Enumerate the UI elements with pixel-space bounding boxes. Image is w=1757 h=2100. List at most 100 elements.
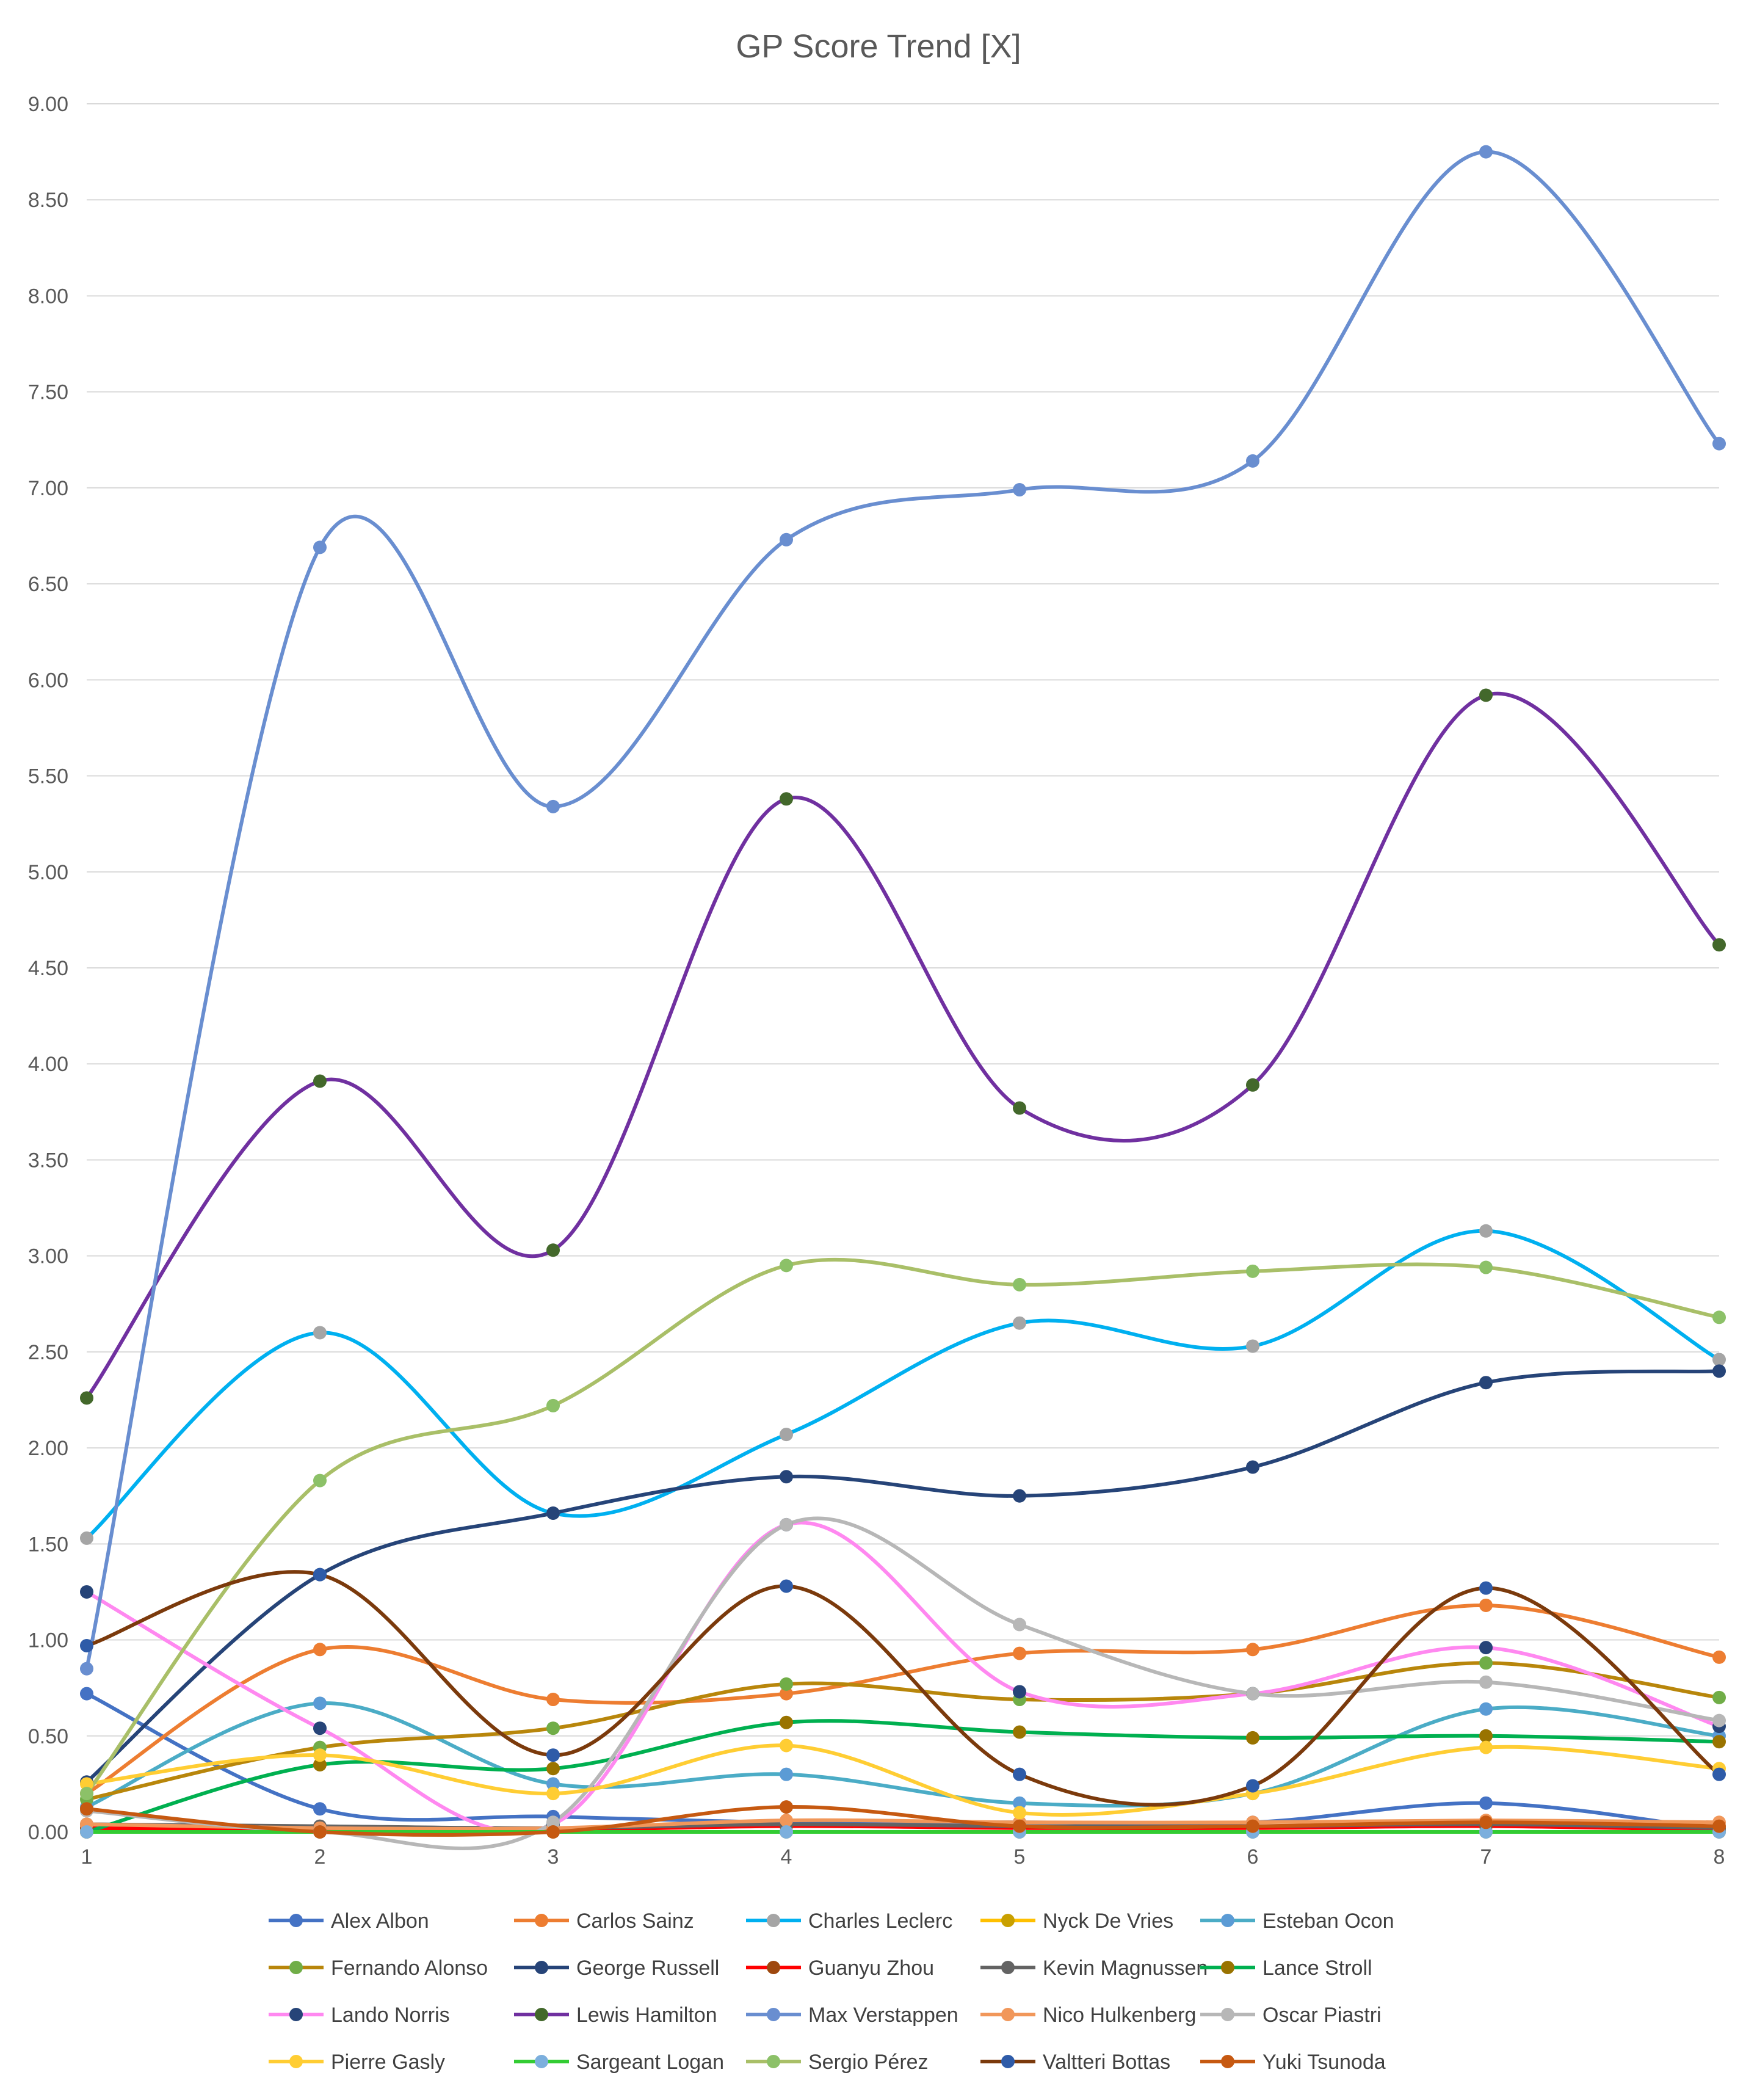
data-point-valtteri-bottas xyxy=(1479,1581,1493,1595)
data-point-charles-leclerc xyxy=(1712,1353,1726,1367)
legend-marker xyxy=(1001,2055,1015,2068)
data-point-oscar-piastri xyxy=(1013,1618,1026,1632)
data-point-lewis-hamilton xyxy=(1479,688,1493,702)
legend-marker xyxy=(289,1914,303,1927)
data-point-lewis-hamilton xyxy=(1712,938,1726,952)
data-point-charles-leclerc xyxy=(1479,1224,1493,1238)
data-point-valtteri-bottas xyxy=(546,1748,560,1762)
data-point-sergio-perez xyxy=(1013,1277,1026,1292)
data-point-max-verstappen xyxy=(1013,483,1026,497)
legend-item-nyck-de-vries[interactable]: Nyck De Vries xyxy=(980,1909,1173,1933)
legend-item-alex-albon[interactable]: Alex Albon xyxy=(269,1909,429,1933)
gridlines xyxy=(87,103,1719,1833)
data-point-pierre-gasly xyxy=(1479,1740,1493,1754)
legend-item-max-verstappen[interactable]: Max Verstappen xyxy=(746,2004,958,2027)
data-point-charles-leclerc xyxy=(1013,1316,1026,1330)
data-point-pierre-gasly xyxy=(546,1787,560,1801)
legend-item-charles-leclerc[interactable]: Charles Leclerc xyxy=(746,1909,952,1933)
data-point-sergio-perez xyxy=(1479,1260,1493,1274)
y-tick-label: 2.00 xyxy=(28,1437,68,1460)
legend-item-sargeant-logan[interactable]: Sargeant Logan xyxy=(514,2051,724,2074)
data-point-lance-stroll xyxy=(1479,1729,1493,1743)
data-point-max-verstappen xyxy=(1712,437,1726,451)
x-tick-label: 1 xyxy=(81,1845,93,1869)
data-point-lewis-hamilton xyxy=(780,792,793,806)
legend-item-guanyu-zhou[interactable]: Guanyu Zhou xyxy=(746,1956,934,1980)
legend-label: Valtteri Bottas xyxy=(1043,2051,1170,2074)
legend-item-fernando-alonso[interactable]: Fernando Alonso xyxy=(269,1956,488,1980)
legend-label: Carlos Sainz xyxy=(576,1909,694,1933)
data-point-carlos-sainz xyxy=(780,1687,793,1701)
legend-item-oscar-piastri[interactable]: Oscar Piastri xyxy=(1200,2004,1382,2027)
legend-label: Charles Leclerc xyxy=(808,1909,952,1933)
legend-label: Pierre Gasly xyxy=(331,2051,445,2074)
series-line-lewis-hamilton xyxy=(85,691,1721,1400)
data-point-valtteri-bottas xyxy=(313,1568,327,1582)
data-point-fernando-alonso xyxy=(780,1677,793,1691)
legend-marker xyxy=(1001,2008,1015,2021)
legend-item-pierre-gasly[interactable]: Pierre Gasly xyxy=(269,2051,445,2074)
data-point-yuki-tsunoda xyxy=(1246,1819,1259,1833)
data-point-esteban-ocon xyxy=(1479,1702,1493,1716)
legend-item-lando-norris[interactable]: Lando Norris xyxy=(269,2004,450,2027)
data-point-charles-leclerc xyxy=(80,1531,93,1545)
data-point-lance-stroll xyxy=(546,1762,560,1776)
legend-item-kevin-magnussen[interactable]: Kevin Magnussen xyxy=(980,1956,1208,1980)
data-point-yuki-tsunoda xyxy=(1712,1819,1726,1833)
data-point-charles-leclerc xyxy=(780,1428,793,1442)
data-point-valtteri-bottas xyxy=(1712,1767,1726,1781)
data-point-sergio-perez xyxy=(1246,1264,1259,1278)
chart-title: GP Score Trend [X] xyxy=(736,28,1021,65)
legend-marker xyxy=(289,2008,303,2021)
legend-item-yuki-tsunoda[interactable]: Yuki Tsunoda xyxy=(1200,2051,1386,2074)
legend-item-esteban-ocon[interactable]: Esteban Ocon xyxy=(1200,1909,1394,1933)
legend-marker xyxy=(1001,1961,1015,1974)
data-point-sergio-perez xyxy=(546,1398,560,1412)
data-point-george-russell xyxy=(780,1470,793,1484)
data-point-esteban-ocon xyxy=(1013,1796,1026,1810)
data-point-lando-norris xyxy=(80,1585,93,1599)
data-point-yuki-tsunoda xyxy=(80,1802,93,1816)
y-tick-label: 4.00 xyxy=(28,1053,68,1076)
data-point-lance-stroll xyxy=(1712,1735,1726,1749)
legend-label: George Russell xyxy=(576,1956,719,1980)
legend-label: Nico Hulkenberg xyxy=(1043,2004,1196,2027)
legend-marker xyxy=(1221,2008,1234,2021)
legend-label: Yuki Tsunoda xyxy=(1263,2051,1386,2074)
y-tick-label: 6.00 xyxy=(28,669,68,692)
series-line-valtteri-bottas xyxy=(85,1570,1721,1807)
legend-item-carlos-sainz[interactable]: Carlos Sainz xyxy=(514,1909,694,1933)
data-point-oscar-piastri xyxy=(546,1815,560,1829)
data-point-oscar-piastri xyxy=(780,1517,793,1531)
legend-marker xyxy=(1221,1914,1234,1927)
legend-item-nico-hulkenberg[interactable]: Nico Hulkenberg xyxy=(980,2004,1196,2027)
legend-item-lance-stroll[interactable]: Lance Stroll xyxy=(1200,1956,1372,1980)
y-tick-label: 5.50 xyxy=(28,765,68,788)
legend-item-george-russell[interactable]: George Russell xyxy=(514,1956,719,1980)
data-point-valtteri-bottas xyxy=(780,1579,793,1593)
y-tick-label: 1.00 xyxy=(28,1629,68,1652)
x-tick-label: 2 xyxy=(314,1845,326,1869)
legend-label: Fernando Alonso xyxy=(331,1956,488,1980)
legend-label: Lewis Hamilton xyxy=(576,2004,717,2027)
legend-marker xyxy=(1001,1914,1015,1927)
series-line-charles-leclerc xyxy=(85,1229,1721,1540)
series-line-oscar-piastri xyxy=(85,1516,1721,1850)
legend-item-lewis-hamilton[interactable]: Lewis Hamilton xyxy=(514,2004,717,2027)
data-point-max-verstappen xyxy=(546,799,560,813)
data-point-lance-stroll xyxy=(313,1757,327,1771)
x-tick-label: 6 xyxy=(1247,1845,1259,1869)
data-point-george-russell xyxy=(1479,1376,1493,1390)
series-line-lance-stroll xyxy=(85,1719,1721,1834)
data-point-pierre-gasly xyxy=(780,1738,793,1753)
legend-marker xyxy=(535,2055,548,2068)
x-tick-label: 3 xyxy=(548,1845,559,1869)
data-point-alex-albon xyxy=(313,1802,327,1816)
x-tick-label: 4 xyxy=(781,1845,792,1869)
data-point-george-russell xyxy=(546,1506,560,1521)
data-point-lance-stroll xyxy=(780,1715,793,1729)
legend-item-valtteri-bottas[interactable]: Valtteri Bottas xyxy=(980,2051,1170,2074)
legend-item-sergio-perez[interactable]: Sergio Pérez xyxy=(746,2051,929,2074)
